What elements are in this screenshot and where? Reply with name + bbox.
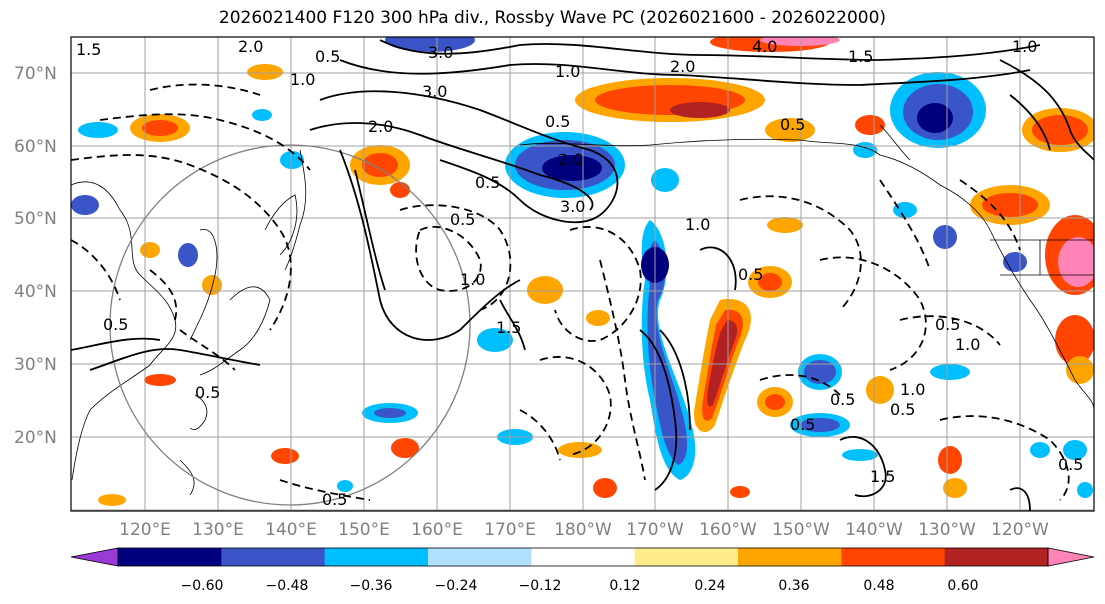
colorbar-tick-label: −0.12 [519, 578, 562, 594]
contour-label: 1.5 [76, 40, 101, 59]
lat-label: 50°N [14, 209, 57, 229]
longitude-labels: 120°E 130°E 140°E 150°E 160°E 170°E 180°… [119, 520, 1049, 540]
contour-label: 0.5 [195, 383, 220, 402]
contour-label: 0.5 [790, 415, 815, 434]
lon-label: 160°W [699, 520, 757, 540]
colorbar-segment [221, 548, 326, 566]
contour-label: 0.5 [830, 390, 855, 409]
contour-label: 1.5 [870, 467, 895, 486]
contour-label: 3.0 [560, 197, 585, 216]
lon-label: 170°E [484, 520, 536, 540]
contour-label: 1.5 [496, 318, 521, 337]
lon-label: 180°W [554, 520, 612, 540]
lon-label: 140°W [845, 520, 903, 540]
contour-label: 1.0 [555, 62, 580, 81]
lon-label: 130°W [918, 520, 976, 540]
contour-label: 0.5 [1058, 455, 1083, 474]
colorbar-tick-label: 0.60 [947, 578, 978, 594]
colorbar-segment [428, 548, 532, 566]
colorbar-extend-min [70, 547, 119, 567]
contour-label: 2.0 [368, 117, 393, 136]
colorbar-tick-label: 0.24 [694, 578, 725, 594]
lon-label: 150°E [338, 520, 390, 540]
colorbar-tick-label: 0.36 [778, 578, 809, 594]
lat-label: 40°N [14, 282, 57, 302]
lat-label: 70°N [14, 64, 57, 84]
map-layers [71, 37, 1094, 511]
rossby-wave-contours [71, 39, 1094, 511]
colorbar-segment [634, 548, 739, 566]
colorbar-segment [118, 548, 222, 566]
contour-label: 0.5 [322, 490, 347, 509]
contour-label: 0.5 [738, 265, 763, 284]
contour-label: 1.0 [1012, 37, 1037, 56]
contour-label: 1.0 [900, 380, 925, 399]
lon-label: 170°W [626, 520, 684, 540]
reference-circle [109, 144, 471, 506]
contour-label: 1.0 [290, 70, 315, 89]
contour-label: 0.5 [315, 47, 340, 66]
contour-label: 2.0 [238, 37, 263, 56]
lat-label: 60°N [14, 137, 57, 157]
contour-label: 1.0 [955, 335, 980, 354]
colorbar-segment [531, 548, 636, 566]
contour-label: 1.5 [848, 47, 873, 66]
contour-label: 1.0 [460, 270, 485, 289]
contour-label: 0.5 [545, 112, 570, 131]
map-title: 2026021400 F120 300 hPa div., Rossby Wav… [218, 8, 887, 28]
contour-labels: 1.5 2.0 1.0 0.5 3.0 4.0 0.5 2.0 1.5 1.0 … [76, 37, 1083, 509]
colorbar-tick-label: −0.48 [266, 578, 309, 594]
lon-label: 150°W [772, 520, 830, 540]
contour-label: 0.5 [780, 115, 805, 134]
colorbar-segments [70, 547, 1095, 567]
colorbar: −0.60 −0.48 −0.36 −0.24 −0.12 0.12 0.24 … [70, 547, 1095, 594]
contour-label: 4.0 [752, 37, 777, 56]
lat-label: 20°N [14, 428, 57, 448]
colorbar-segment [841, 548, 946, 566]
contour-label: 0.5 [935, 315, 960, 334]
contour-label: 2.0 [558, 150, 583, 169]
contour-label: 0.5 [890, 400, 915, 419]
contour-label: 3.0 [422, 82, 447, 101]
contour-label: 2.0 [670, 57, 695, 76]
colorbar-tick-label: 0.48 [863, 578, 894, 594]
lon-label: 130°E [192, 520, 244, 540]
negative-contours [71, 83, 1070, 501]
contour-label: 0.5 [103, 315, 128, 334]
colorbar-segment [738, 548, 842, 566]
contour-label: 1.0 [685, 215, 710, 234]
lat-label: 30°N [14, 355, 57, 375]
contour-label: 3.0 [428, 43, 453, 62]
colorbar-border [117, 547, 1049, 567]
colorbar-segment [324, 548, 429, 566]
lon-label: 140°E [265, 520, 317, 540]
colorbar-tick-label: −0.24 [435, 578, 478, 594]
lon-label: 120°E [119, 520, 171, 540]
contour-label: 0.5 [475, 173, 500, 192]
map-border [70, 36, 1095, 512]
colorbar-tick-label: −0.36 [350, 578, 393, 594]
colorbar-tick-label: −0.60 [181, 578, 224, 594]
lon-label: 120°W [991, 520, 1049, 540]
colorbar-extend-max [1047, 547, 1095, 567]
colorbar-ticks: −0.60 −0.48 −0.36 −0.24 −0.12 0.12 0.24 … [181, 578, 979, 594]
latitude-labels: 70°N 60°N 50°N 40°N 30°N 20°N [14, 64, 57, 448]
colorbar-tick-label: 0.12 [609, 578, 640, 594]
colorbar-segment [944, 548, 1049, 566]
lon-label: 160°E [411, 520, 463, 540]
contour-label: 0.5 [450, 210, 475, 229]
